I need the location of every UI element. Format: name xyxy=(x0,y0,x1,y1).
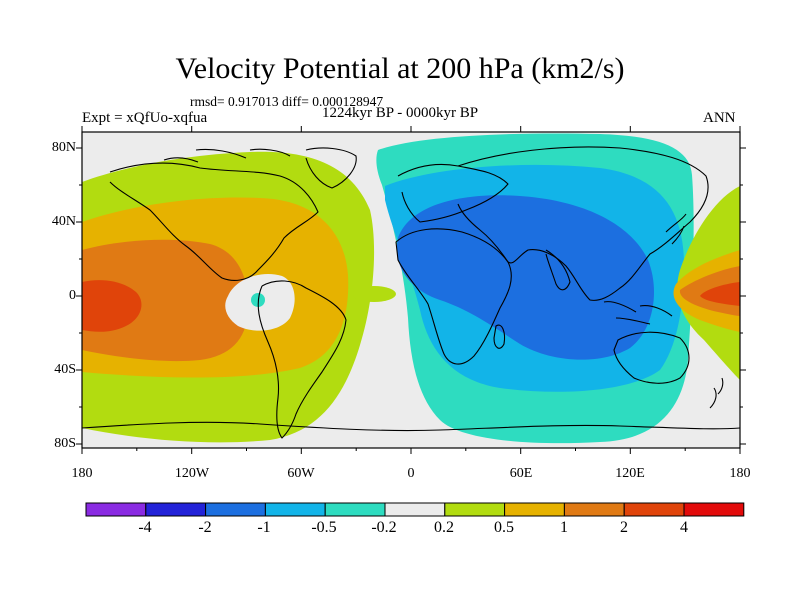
colorbar-label: 2 xyxy=(620,519,628,536)
stats-label: rmsd= 0.917013 diff= 0.000128947 xyxy=(190,94,384,109)
lat-ticks-left xyxy=(76,147,82,445)
map-panel xyxy=(76,126,746,454)
coastline-antarctica xyxy=(82,421,740,432)
lon-label-0: 0 xyxy=(407,466,415,481)
colorbar-label: -0.2 xyxy=(371,519,397,536)
contour-fields xyxy=(82,133,740,444)
colorbar xyxy=(85,502,745,517)
colorbar-box xyxy=(264,502,326,517)
lat-label-eq: 0 xyxy=(69,288,76,303)
coastline-north-america xyxy=(109,162,319,281)
colorbar-box xyxy=(563,502,625,517)
lat-label-40n: 40N xyxy=(51,214,76,229)
coastline-canada-arctic xyxy=(163,148,291,163)
colorbar-label: 4 xyxy=(680,519,688,536)
colorbar-label: -4 xyxy=(138,519,152,536)
colorbar-box xyxy=(683,502,745,517)
colorbar-box xyxy=(444,502,506,517)
lon-ticks-top xyxy=(81,126,741,132)
coastline-africa xyxy=(395,228,512,365)
lon-label-180e: 180 xyxy=(729,466,751,481)
contour-negative-1 xyxy=(396,195,654,360)
coastline-india xyxy=(545,249,571,291)
lat-label-40s: 40S xyxy=(54,362,76,377)
colorbar-box xyxy=(85,502,147,517)
axis-ticks xyxy=(76,126,746,454)
coastline-asia xyxy=(457,146,709,301)
coastline-europe xyxy=(397,163,509,223)
colorbar-label: 0.2 xyxy=(434,519,454,536)
coastline-south-america xyxy=(257,280,347,439)
colorbar-label: -1 xyxy=(257,519,271,536)
period-label: 1224kyr BP - 0000kyr BP xyxy=(322,105,479,121)
colorbar-label: -0.5 xyxy=(311,519,337,536)
colorbar-label: 1 xyxy=(560,519,568,536)
colorbar-box xyxy=(324,502,386,517)
coastline-madagascar xyxy=(493,324,506,349)
contour-positive-2 xyxy=(82,280,142,332)
contour-positive-1 xyxy=(82,239,249,362)
figure-title: Velocity Potential at 200 hPa (km2/s) xyxy=(175,52,625,85)
lon-label-60w: 60W xyxy=(287,466,315,481)
lat-label-80s: 80S xyxy=(54,436,76,451)
coastline-greenland xyxy=(305,147,357,189)
colorbar-box xyxy=(623,502,685,517)
colorbar-label: 0.5 xyxy=(494,519,514,536)
lon-label-180w: 180 xyxy=(71,466,93,481)
contour-wpac-2 xyxy=(700,282,740,306)
colorbar-box xyxy=(145,502,207,517)
lat-label-80n: 80N xyxy=(51,140,76,155)
coastline-new-zealand xyxy=(709,377,724,409)
lat-ticks-right xyxy=(740,147,746,445)
coastline-australia xyxy=(613,331,690,384)
season-label: ANN xyxy=(703,110,736,126)
lon-label-60e: 60E xyxy=(509,466,533,481)
colorbar-box xyxy=(504,502,565,517)
colorbar-label: -2 xyxy=(198,519,212,536)
lon-label-120e: 120E xyxy=(615,466,645,481)
coastlines xyxy=(82,146,740,439)
coastline-japan xyxy=(665,213,687,245)
colorbar-box xyxy=(384,502,446,517)
coastline-indonesia xyxy=(603,301,673,325)
contour-atlantic-blob xyxy=(352,286,396,302)
lon-label-120w: 120W xyxy=(174,466,210,481)
experiment-label: Expt = xQfUo-xqfua xyxy=(82,110,208,126)
colorbar-box xyxy=(205,502,266,517)
lon-ticks-bottom xyxy=(81,448,741,454)
